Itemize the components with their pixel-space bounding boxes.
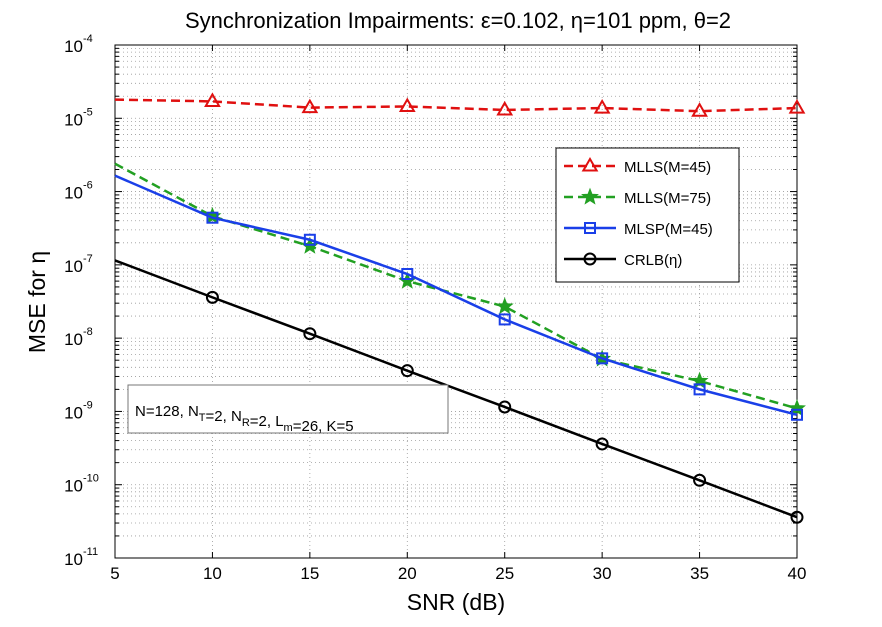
data-point (301, 98, 319, 114)
data-point (693, 383, 706, 396)
annotation-frame (127, 384, 449, 434)
data-point (498, 313, 511, 326)
y-tick-label: 10 (64, 550, 83, 569)
y-tick-label: 10 (64, 110, 83, 129)
x-tick-label: 10 (203, 564, 222, 583)
data-point (496, 100, 514, 116)
annotation-text: N=128, NT=2, NR=2, Lm=26, K=5 (135, 403, 354, 435)
data-point (205, 290, 219, 304)
y-tick-exponent: -7 (83, 253, 93, 265)
data-point (595, 437, 609, 451)
data-point (790, 510, 804, 524)
x-tick-label: 20 (398, 564, 417, 583)
y-tick-label: 10 (64, 477, 83, 496)
data-point (398, 97, 416, 113)
series-layer (114, 92, 806, 524)
data-point (788, 99, 806, 114)
x-axis-title: SNR (dB) (407, 589, 505, 615)
annotation-subscript: m (284, 422, 293, 434)
data-point (791, 408, 803, 421)
data-point (401, 268, 414, 281)
y-tick-exponent: -9 (83, 399, 93, 411)
series-line (114, 98, 798, 113)
series-0 (114, 92, 806, 117)
x-tick-label: 5 (110, 564, 119, 583)
legend: MLLS(M=45) MLLS(M=75) MLSP(M=45) CRLB(η) (555, 147, 740, 283)
series-line (114, 174, 798, 416)
data-point (691, 102, 708, 117)
plot-frame (114, 44, 798, 559)
x-tick-labels: 5 10 15 20 25 30 35 40 (110, 564, 806, 583)
y-tick-exponent: -11 (83, 546, 98, 558)
y-tick-label: 10 (64, 330, 83, 349)
data-point (400, 364, 414, 378)
x-tick-label: 35 (690, 564, 709, 583)
chart-title: Synchronization Impairments: ε=0.102, η=… (185, 8, 731, 33)
data-point (693, 473, 707, 487)
legend-label: MLLS(M=45) (624, 159, 711, 176)
data-point (303, 327, 317, 341)
legend-marker (583, 252, 597, 266)
data-point (498, 400, 512, 414)
y-tick-label: 10 (64, 184, 83, 203)
y-axis-title: MSE for η (24, 251, 50, 353)
data-point (206, 211, 219, 224)
x-tick-label: 15 (300, 564, 319, 583)
legend-label: MLLS(M=75) (624, 190, 711, 207)
y-tick-label: 10 (64, 257, 83, 276)
x-tick-label: 25 (495, 564, 514, 583)
data-point (495, 297, 514, 315)
y-tick-label: 10 (64, 403, 83, 422)
y-tick-exponent: -5 (83, 106, 93, 118)
x-tick-label: 30 (593, 564, 612, 583)
y-tick-exponent: -8 (83, 326, 93, 338)
legend-marker (584, 222, 596, 234)
annotation-part: =2, N (206, 408, 242, 425)
data-point (303, 233, 316, 246)
y-tick-exponent: -6 (83, 180, 93, 192)
legend-marker (581, 187, 599, 205)
series-3 (114, 259, 804, 524)
x-tick-label: 40 (788, 564, 807, 583)
annotation-part: N=128, N (135, 403, 199, 420)
data-point (788, 398, 806, 417)
y-tick-exponent: -10 (83, 473, 99, 485)
legend-label: CRLB(η) (624, 252, 682, 269)
ticks (114, 44, 798, 559)
y-tick-label: 10 (64, 37, 83, 56)
annotation-box: N=128, NT=2, NR=2, Lm=26, K=5 (127, 384, 449, 435)
annotation-part: =26, K=5 (293, 418, 354, 435)
data-point (204, 92, 221, 107)
series-2 (114, 174, 803, 421)
legend-label: MLSP(M=45) (624, 221, 713, 238)
legend-marker (581, 156, 599, 172)
data-point (596, 352, 609, 365)
y-tick-exponent: -4 (83, 33, 93, 45)
annotation-subscript: T (199, 412, 206, 424)
series-line (114, 259, 798, 519)
annotation-part: =2, L (250, 413, 284, 430)
data-point (593, 99, 611, 114)
annotation-subscript: R (242, 417, 250, 429)
